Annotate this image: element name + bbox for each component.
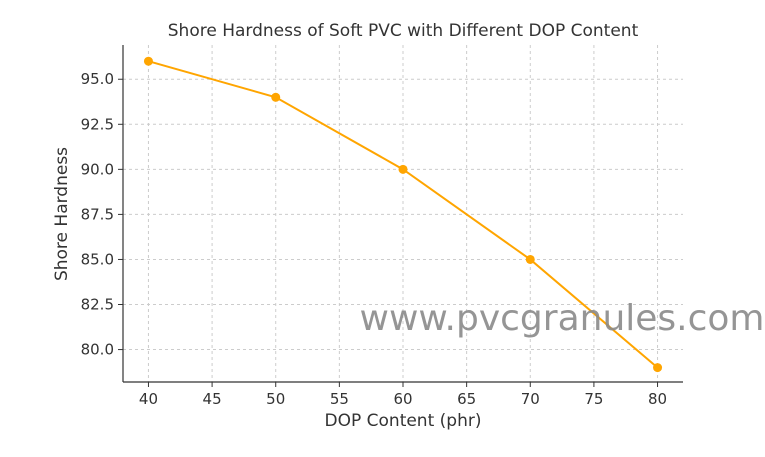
chart-title: Shore Hardness of Soft PVC with Differen… — [168, 21, 639, 41]
data-point — [525, 254, 535, 264]
data-point — [143, 56, 153, 66]
x-tick-label: 55 — [330, 390, 349, 408]
x-tick-label: 40 — [139, 390, 158, 408]
y-tick-label: 80.0 — [81, 341, 114, 359]
y-tick-label: 87.5 — [81, 205, 114, 223]
x-tick-label: 80 — [648, 390, 667, 408]
y-tick-label: 92.5 — [81, 115, 114, 133]
ticks: 40 45 50 55 60 65 70 75 80 80.0 82.5 85.0 87.5 90.0 92… — [81, 70, 667, 408]
y-tick-label: 95.0 — [81, 70, 114, 88]
data-point — [398, 164, 408, 174]
x-tick-label: 65 — [457, 390, 476, 408]
x-tick-label: 60 — [393, 390, 412, 408]
series — [143, 56, 663, 373]
grid — [123, 45, 683, 382]
x-tick-label: 50 — [266, 390, 285, 408]
x-tick-label: 45 — [203, 390, 222, 408]
watermark: www.pvcgranules.com — [360, 298, 765, 339]
y-tick-label: 85.0 — [81, 250, 114, 268]
data-point — [271, 92, 281, 102]
y-tick-label: 82.5 — [81, 296, 114, 314]
data-point — [653, 363, 663, 373]
y-axis-label: Shore Hardness — [52, 147, 72, 281]
x-tick-label: 75 — [584, 390, 603, 408]
y-tick-label: 90.0 — [81, 160, 114, 178]
x-tick-label: 70 — [521, 390, 540, 408]
x-axis-label: DOP Content (phr) — [325, 411, 482, 431]
